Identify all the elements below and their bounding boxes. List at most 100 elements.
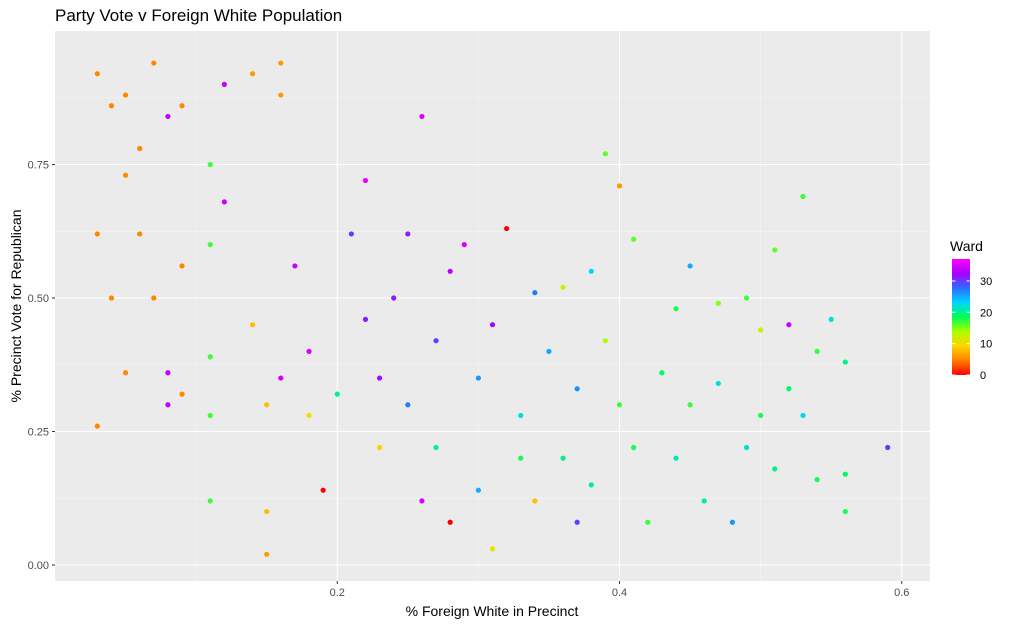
scatter-point bbox=[786, 322, 792, 328]
y-tick-label: 0.00 bbox=[28, 560, 49, 572]
scatter-point bbox=[391, 295, 397, 301]
scatter-point bbox=[264, 551, 270, 557]
scatter-point bbox=[137, 145, 143, 152]
scatter-point bbox=[334, 391, 340, 397]
y-tick-label: 0.50 bbox=[28, 293, 49, 305]
scatter-point bbox=[221, 199, 227, 205]
scatter-point bbox=[560, 284, 566, 290]
scatter-point bbox=[151, 60, 157, 66]
scatter-point bbox=[461, 241, 467, 248]
scatter-point bbox=[616, 183, 623, 189]
scatter-point bbox=[715, 300, 721, 306]
scatter-point bbox=[885, 444, 891, 451]
x-tick-label: 0.4 bbox=[612, 587, 627, 599]
scatter-point bbox=[489, 546, 496, 552]
scatter-point bbox=[729, 519, 736, 525]
legend-title: Ward bbox=[950, 238, 983, 254]
scatter-point bbox=[419, 113, 425, 120]
scatter-point bbox=[94, 71, 100, 77]
scatter-point bbox=[165, 402, 171, 408]
scatter-point bbox=[701, 498, 707, 504]
scatter-point bbox=[645, 519, 651, 525]
x-axis-ticks: 0.2 0.4 0.6 bbox=[330, 581, 909, 599]
major-gridlines bbox=[55, 31, 930, 581]
scatter-point bbox=[249, 322, 256, 328]
scatter-point bbox=[376, 444, 383, 451]
legend-tick-label: 0 bbox=[980, 370, 986, 382]
scatter-point bbox=[278, 375, 284, 381]
scatter-point bbox=[659, 370, 665, 376]
scatter-point bbox=[292, 263, 298, 269]
scatter-point bbox=[842, 359, 848, 365]
x-tick-label: 0.6 bbox=[894, 587, 909, 599]
scatter-point bbox=[179, 391, 185, 397]
scatter-point bbox=[122, 370, 129, 376]
legend-color-bar bbox=[952, 259, 970, 375]
scatter-point bbox=[546, 348, 552, 354]
scatter-point bbox=[179, 103, 185, 109]
scatter-point bbox=[94, 423, 100, 429]
scatter-point bbox=[264, 402, 270, 408]
scatter-point bbox=[362, 177, 369, 184]
scatter-point bbox=[616, 402, 623, 408]
legend-tick-label: 10 bbox=[980, 339, 992, 351]
legend-tick-label: 20 bbox=[980, 307, 992, 319]
scatter-point bbox=[348, 231, 354, 237]
scatter-point bbox=[207, 241, 213, 248]
scatter-point bbox=[249, 71, 256, 77]
scatter-point bbox=[376, 375, 383, 381]
minor-gridlines bbox=[55, 31, 930, 581]
scatter-point bbox=[631, 444, 637, 451]
scatter-point bbox=[814, 476, 820, 483]
y-tick-label: 0.25 bbox=[28, 426, 49, 438]
scatter-point bbox=[743, 444, 750, 451]
scatter-point bbox=[673, 306, 679, 312]
scatter-point bbox=[715, 380, 721, 387]
scatter-point bbox=[574, 386, 580, 392]
scatter-point bbox=[758, 412, 764, 419]
scatter-point bbox=[687, 402, 693, 408]
scatter-point bbox=[278, 92, 284, 98]
scatter-point bbox=[842, 508, 848, 515]
scatter-point bbox=[532, 498, 538, 504]
scatter-point bbox=[320, 487, 326, 493]
scatter-point bbox=[475, 487, 481, 493]
scatter-point bbox=[447, 268, 453, 274]
scatter-point bbox=[433, 338, 439, 344]
scatter-point bbox=[207, 161, 213, 168]
scatter-point bbox=[165, 113, 171, 120]
scatter-point bbox=[560, 455, 566, 461]
scatter-point bbox=[504, 225, 510, 232]
scatter-point bbox=[108, 103, 115, 109]
scatter-point bbox=[207, 412, 213, 419]
scatter-point bbox=[122, 172, 129, 178]
scatter-point bbox=[405, 402, 411, 408]
scatter-point bbox=[362, 316, 369, 322]
scatter-point bbox=[278, 60, 284, 66]
legend-ticks: 0 10 20 30 bbox=[952, 276, 992, 382]
scatter-point bbox=[842, 471, 848, 477]
scatter-point bbox=[828, 316, 834, 322]
scatter-point bbox=[574, 519, 580, 525]
scatter-point bbox=[306, 412, 312, 419]
scatter-point bbox=[137, 231, 143, 237]
scatter-point bbox=[108, 295, 115, 301]
scatter-point bbox=[602, 338, 609, 344]
y-tick-label: 0.75 bbox=[28, 159, 49, 171]
scatter-point bbox=[433, 444, 439, 451]
scatter-point bbox=[687, 263, 693, 269]
scatter-point bbox=[207, 354, 213, 360]
scatter-point bbox=[772, 466, 778, 472]
x-axis-title: % Foreign White in Precinct bbox=[406, 603, 579, 619]
scatter-point bbox=[800, 412, 806, 419]
scatter-point bbox=[673, 455, 679, 461]
scatter-point bbox=[518, 455, 524, 461]
y-axis-title: % Precinct Vote for Republican bbox=[8, 210, 24, 403]
scatter-point bbox=[447, 519, 453, 525]
chart-title: Party Vote v Foreign White Population bbox=[55, 6, 342, 25]
scatter-point bbox=[306, 348, 312, 354]
scatter-point bbox=[264, 508, 270, 515]
scatter-point bbox=[151, 295, 157, 301]
scatter-point bbox=[602, 151, 609, 157]
